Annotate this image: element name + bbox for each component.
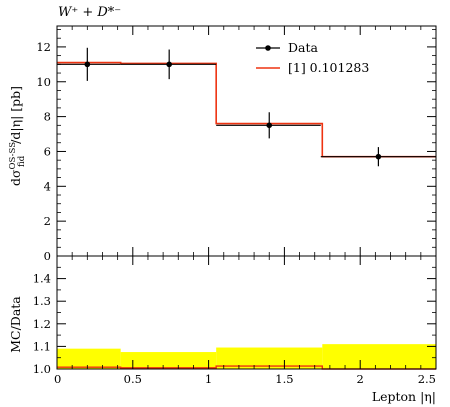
main-ytick-label: 12 — [36, 40, 51, 54]
legend-mc-label: [1] 0.101283 — [288, 60, 369, 75]
legend-data-marker — [265, 45, 271, 51]
mc-step-line — [57, 61, 436, 158]
ratio-ytick-label: 1.1 — [33, 339, 51, 353]
data-point — [166, 61, 172, 68]
legend-data-label: Data — [288, 40, 318, 55]
ratio-xtick-label: 2.5 — [418, 372, 436, 386]
main-ytick-label: 4 — [44, 179, 51, 193]
ratio-uncertainty-band — [322, 344, 436, 369]
main-ytick-label: 8 — [44, 110, 51, 124]
ratio-xtick-label: 1 — [205, 372, 212, 386]
ratio-ytick-label: 1.4 — [33, 272, 51, 286]
main-ytick-label: 2 — [44, 214, 51, 228]
main-frame — [56, 25, 437, 257]
data-point — [84, 61, 91, 68]
ratio-ytick-label: 1.3 — [33, 294, 51, 308]
ratio-uncertainty-band — [57, 348, 121, 369]
ratio-xtick-label: 0 — [54, 372, 61, 386]
main-ytick-label: 10 — [36, 75, 51, 89]
ratio-xlabel: Lepton |η| — [372, 389, 436, 404]
ratio-xtick-label: 2 — [357, 372, 364, 386]
main-panel: 0 2 4 6 8 10 12 dσOS-SSfid/d|η| [pb] Data [1] 0.1… — [8, 25, 437, 263]
main-ylabel: dσOS-SSfid/d|η| [pb] — [8, 86, 27, 186]
ratio-uncertainty-band — [216, 347, 323, 369]
ratio-panel: 1.0 1.1 1.2 1.3 1.4 0 0.5 1 1.5 2 2.5 MC/Data Lepton… — [8, 255, 437, 404]
ratio-frame — [56, 255, 437, 370]
ratio-xtick-label: 1.5 — [275, 372, 293, 386]
data-point — [266, 122, 273, 129]
chart-title: W⁺ + D*⁻ — [58, 5, 121, 20]
ratio-ytick-label: 1.0 — [33, 362, 51, 376]
main-ytick-label: 6 — [44, 144, 51, 158]
ratio-uncertainty-band — [120, 352, 217, 369]
ratio-ytick-label: 1.2 — [33, 317, 51, 331]
main-ytick-label: 0 — [44, 249, 51, 263]
ratio-xtick-label: 0.5 — [124, 372, 142, 386]
data-point — [375, 153, 382, 160]
ratio-ylabel: MC/Data — [8, 296, 23, 353]
